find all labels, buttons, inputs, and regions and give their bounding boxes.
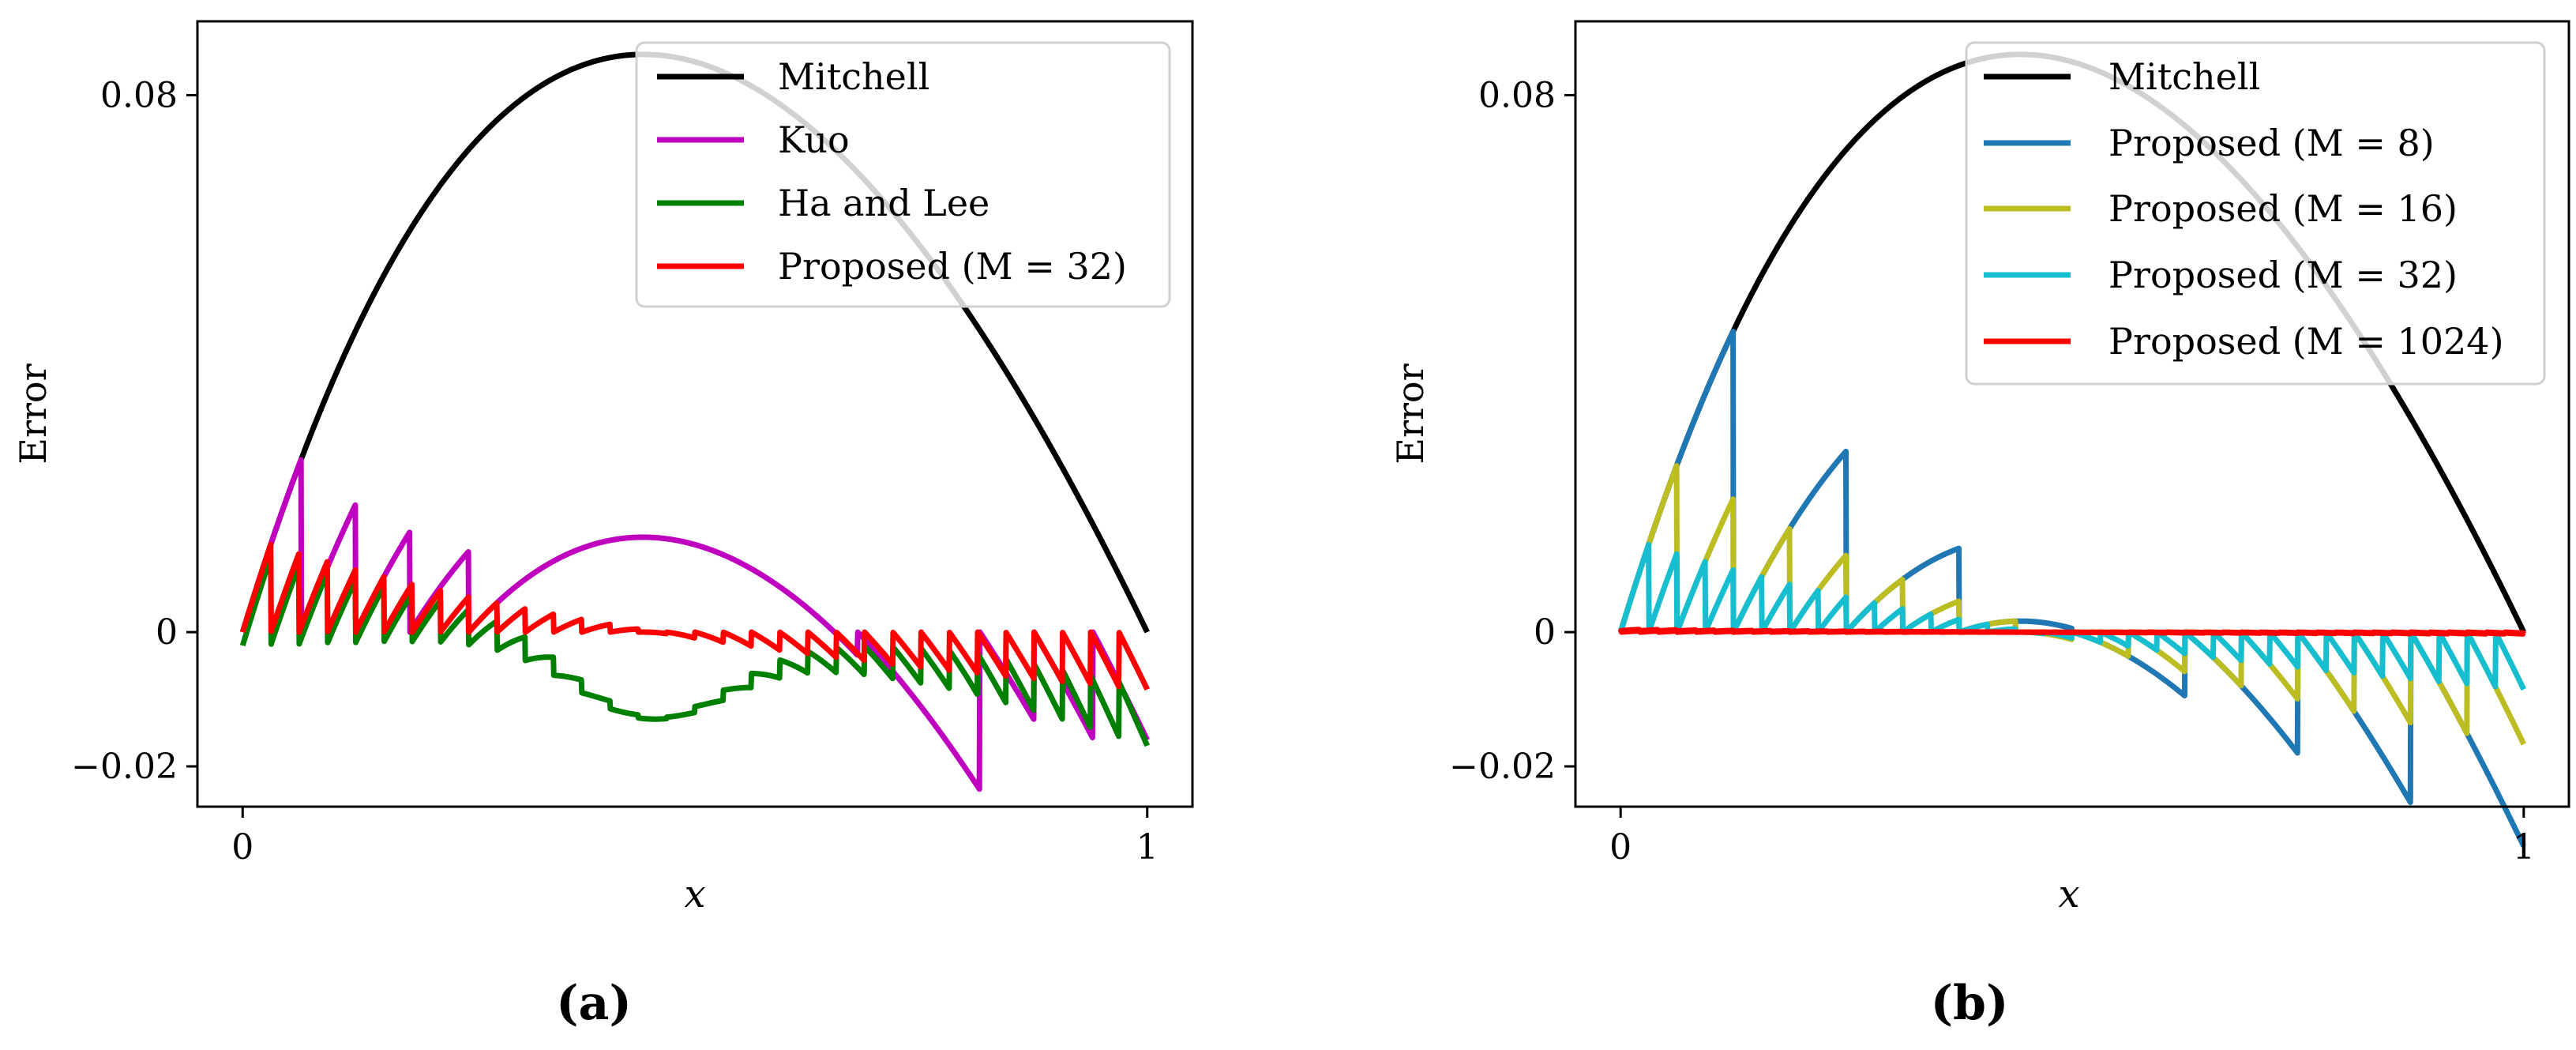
a-ytick-label: 0 (156, 612, 178, 653)
b-ytick-label: −0.02 (1449, 747, 1556, 787)
a-legend-label-mitchell: Mitchell (778, 55, 929, 98)
a-xtick-label: 1 (1136, 827, 1158, 867)
b-plot-frame (1574, 20, 2570, 808)
panel-b: 0 1 −0.02 0 0.08 Error x Mitchell Proposed (… (1389, 20, 2570, 1031)
a-series-proposed-m-32 (239, 541, 1150, 691)
b-ylabel: Error (1389, 363, 1432, 464)
b-ytick-label: 0 (1534, 612, 1556, 653)
a-xtick-label: 0 (231, 827, 253, 867)
a-legend-label-proposed-32: Proposed (M = 32) (778, 245, 1127, 288)
panel-a: 0 1 −0.02 0 0.08 Error x Mitchell Kuo Ha and… (12, 20, 1194, 1031)
b-ytick-label: 0.08 (1478, 75, 1556, 115)
b-series-proposed-m-16 (1617, 463, 2526, 747)
a-caption: (a) (556, 976, 632, 1031)
a-ytick-label: 0.08 (100, 75, 178, 115)
a-plot-frame (196, 20, 1194, 808)
b-series-proposed-m-1024 (1617, 627, 2526, 637)
b-xlabel: x (2058, 872, 2079, 916)
a-series-ha-and-lee (239, 554, 1150, 748)
a-ticks: 0 1 −0.02 0 0.08 (71, 75, 1158, 867)
a-xlabel: x (684, 872, 705, 916)
b-legend-label-proposed-16: Proposed (M = 16) (2108, 187, 2458, 230)
b-xtick-label: 1 (2513, 827, 2535, 867)
b-legend: Mitchell Proposed (M = 8) Proposed (M = … (1965, 41, 2546, 386)
b-caption: (b) (1931, 976, 2009, 1031)
a-legend-box (635, 41, 1171, 308)
b-ticks: 0 1 −0.02 0 0.08 (1449, 75, 2535, 867)
a-legend-label-kuo: Kuo (778, 119, 850, 161)
a-series-kuo (239, 457, 1150, 792)
b-legend-label-proposed-8: Proposed (M = 8) (2108, 122, 2435, 164)
b-series-proposed-m-32 (1617, 541, 2526, 691)
b-legend-label-mitchell: Mitchell (2108, 55, 2260, 98)
b-legend-label-proposed-1024: Proposed (M = 1024) (2108, 320, 2504, 363)
a-legend: Mitchell Kuo Ha and Lee Proposed (M = 32… (635, 41, 1171, 308)
b-legend-label-proposed-32: Proposed (M = 32) (2108, 254, 2458, 296)
a-ylabel: Error (12, 363, 54, 464)
a-legend-label-halee: Ha and Lee (778, 182, 989, 224)
a-ytick-label: −0.02 (71, 747, 178, 787)
b-xtick-label: 0 (1609, 827, 1632, 867)
b-legend-box (1965, 41, 2546, 386)
